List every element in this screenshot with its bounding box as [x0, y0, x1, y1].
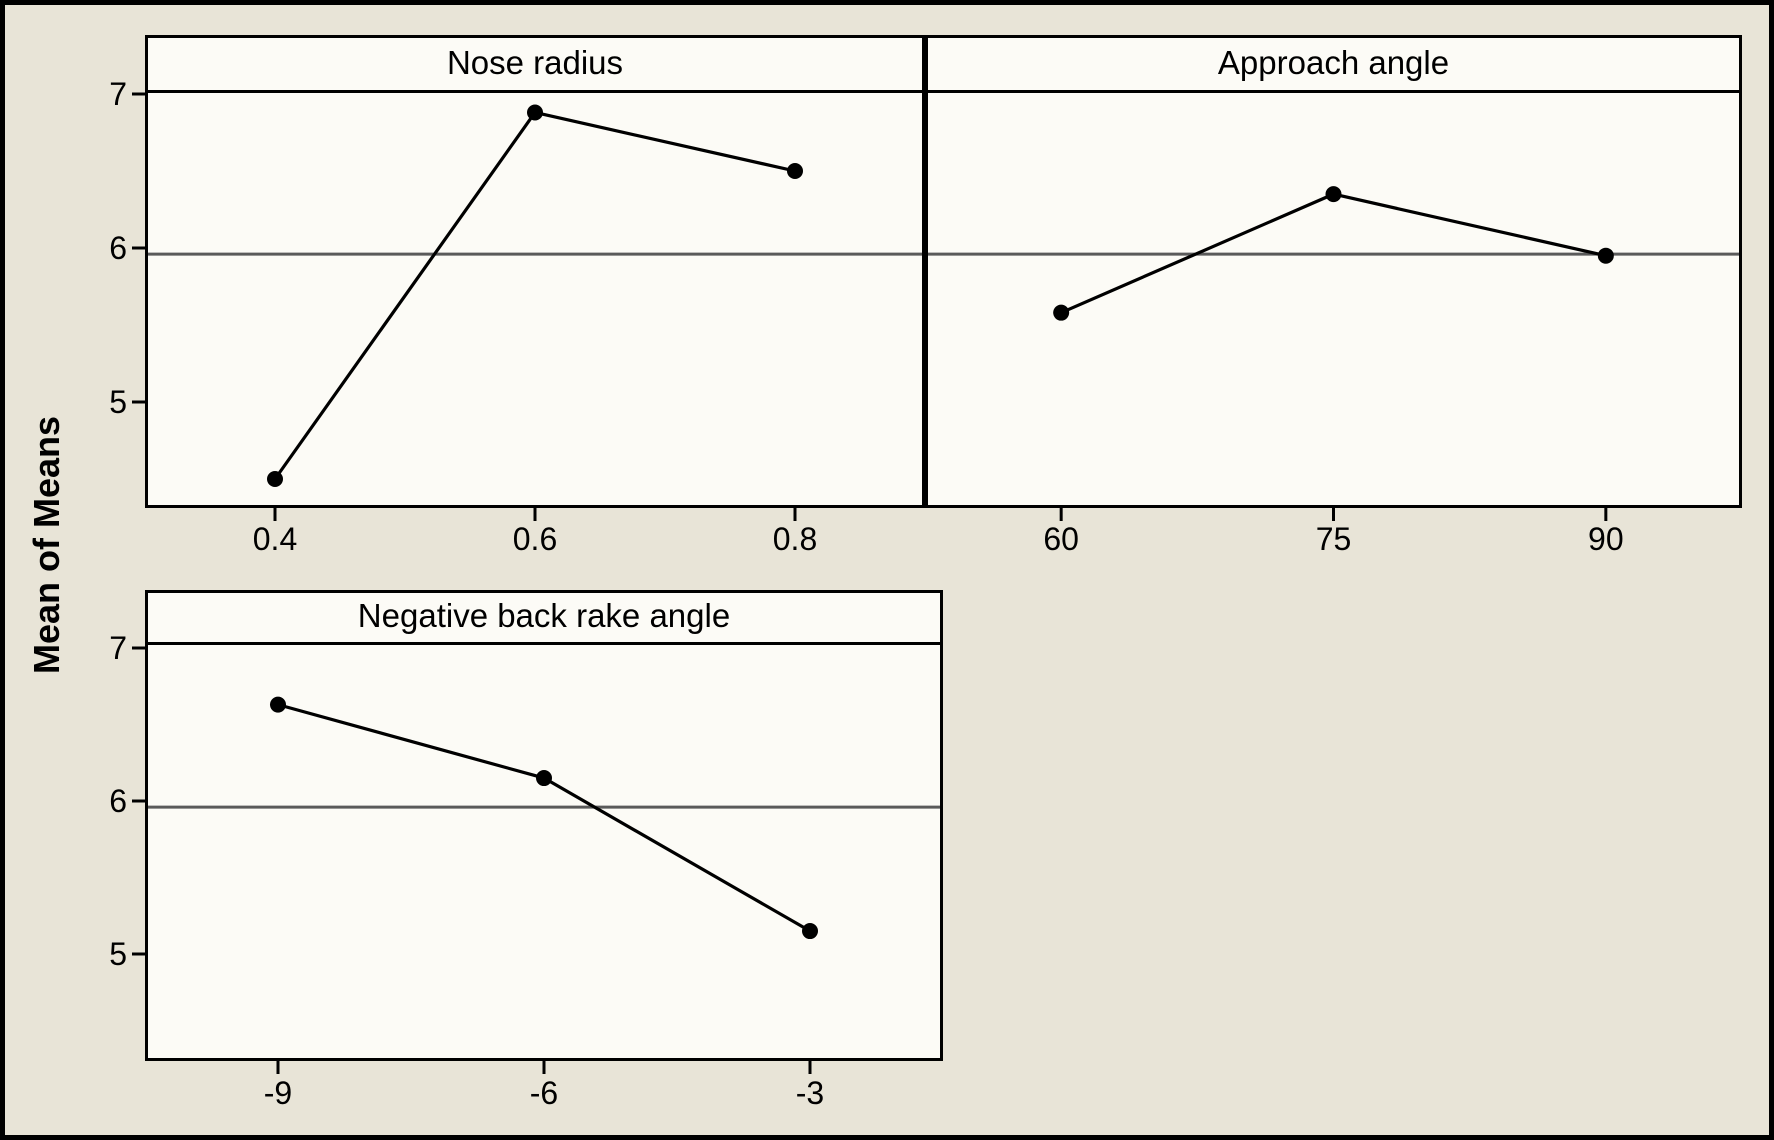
panel-nose-radius: Nose radius [145, 35, 925, 508]
panel-negative-back-rake-angle: Negative back rake angle [145, 590, 943, 1061]
x-tick-label: 90 [1588, 521, 1624, 557]
x-tick-label: 0.4 [252, 521, 298, 557]
x-tick-label: 60 [1043, 521, 1079, 557]
panel-title-approach-angle: Approach angle [928, 38, 1739, 93]
y-tick-label: 5 [109, 936, 127, 972]
x-tick-label: -9 [263, 1075, 293, 1111]
panel-title-negative-back-rake-angle: Negative back rake angle [148, 593, 940, 645]
y-tick-label: 6 [109, 230, 127, 266]
y-tick-label: 5 [109, 384, 127, 420]
x-tick-label: -6 [529, 1075, 559, 1111]
x-tick-label: 0.8 [772, 521, 818, 557]
panel-title-nose-radius: Nose radius [148, 38, 922, 93]
y-tick-label: 7 [109, 630, 127, 666]
x-tick-label: -3 [795, 1075, 825, 1111]
y-tick-label: 7 [109, 76, 127, 112]
panel-approach-angle: Approach angle [925, 35, 1742, 508]
x-tick-label: 75 [1315, 521, 1352, 557]
x-tick-label: 0.6 [512, 521, 558, 557]
y-tick-label: 6 [109, 783, 127, 819]
